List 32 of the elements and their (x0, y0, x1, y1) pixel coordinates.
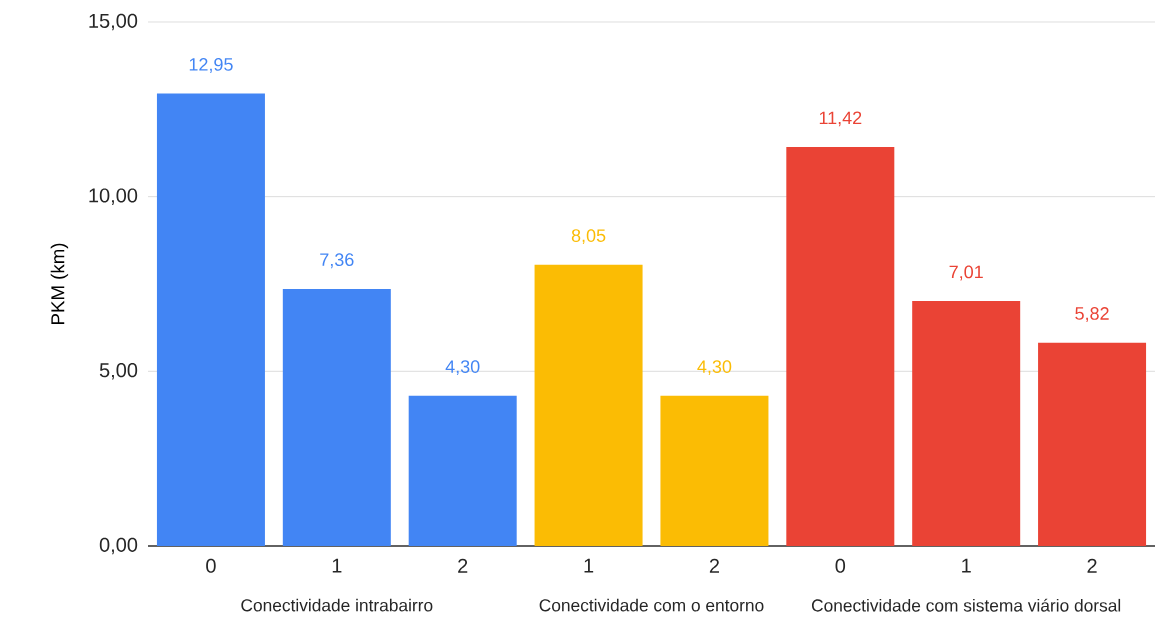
data-label: 4,30 (697, 360, 732, 376)
bar (1038, 342, 1147, 546)
data-label: 7,01 (949, 265, 983, 281)
bar (408, 395, 517, 546)
x-tick-label: 2 (709, 558, 719, 573)
bar (156, 93, 265, 546)
data-label: 4,30 (445, 360, 480, 376)
data-label: 7,36 (320, 253, 354, 269)
data-label: 12,95 (189, 58, 233, 73)
x-tick-label: 0 (206, 558, 216, 573)
bar (786, 147, 895, 546)
bar (660, 395, 769, 546)
bar (534, 264, 643, 546)
y-tick-label: 15,00 (89, 13, 138, 31)
x-tick-label: 2 (1087, 558, 1097, 573)
x-tick-label: 2 (458, 558, 468, 573)
bar (912, 301, 1021, 546)
x-tick-label: 1 (584, 558, 594, 573)
y-tick-label: 0,00 (99, 537, 138, 555)
x-tick-label: 1 (962, 558, 971, 573)
x-tick-label: 1 (332, 558, 342, 573)
y-axis-title: PKM (km) (50, 243, 69, 324)
data-label: 11,42 (819, 111, 862, 127)
y-tick-label: 10,00 (89, 188, 138, 205)
text: Conectividade com o entorno (539, 598, 764, 612)
x-tick-label: 0 (835, 558, 846, 573)
text: Conectividade com sistema viário dorsal (811, 598, 1121, 612)
y-tick-label: 5,00 (99, 363, 138, 380)
text: Conectividade intrabairro (241, 598, 433, 612)
data-label: 5,82 (1075, 307, 1109, 322)
bar (282, 288, 391, 546)
data-label: 8,05 (571, 229, 606, 245)
